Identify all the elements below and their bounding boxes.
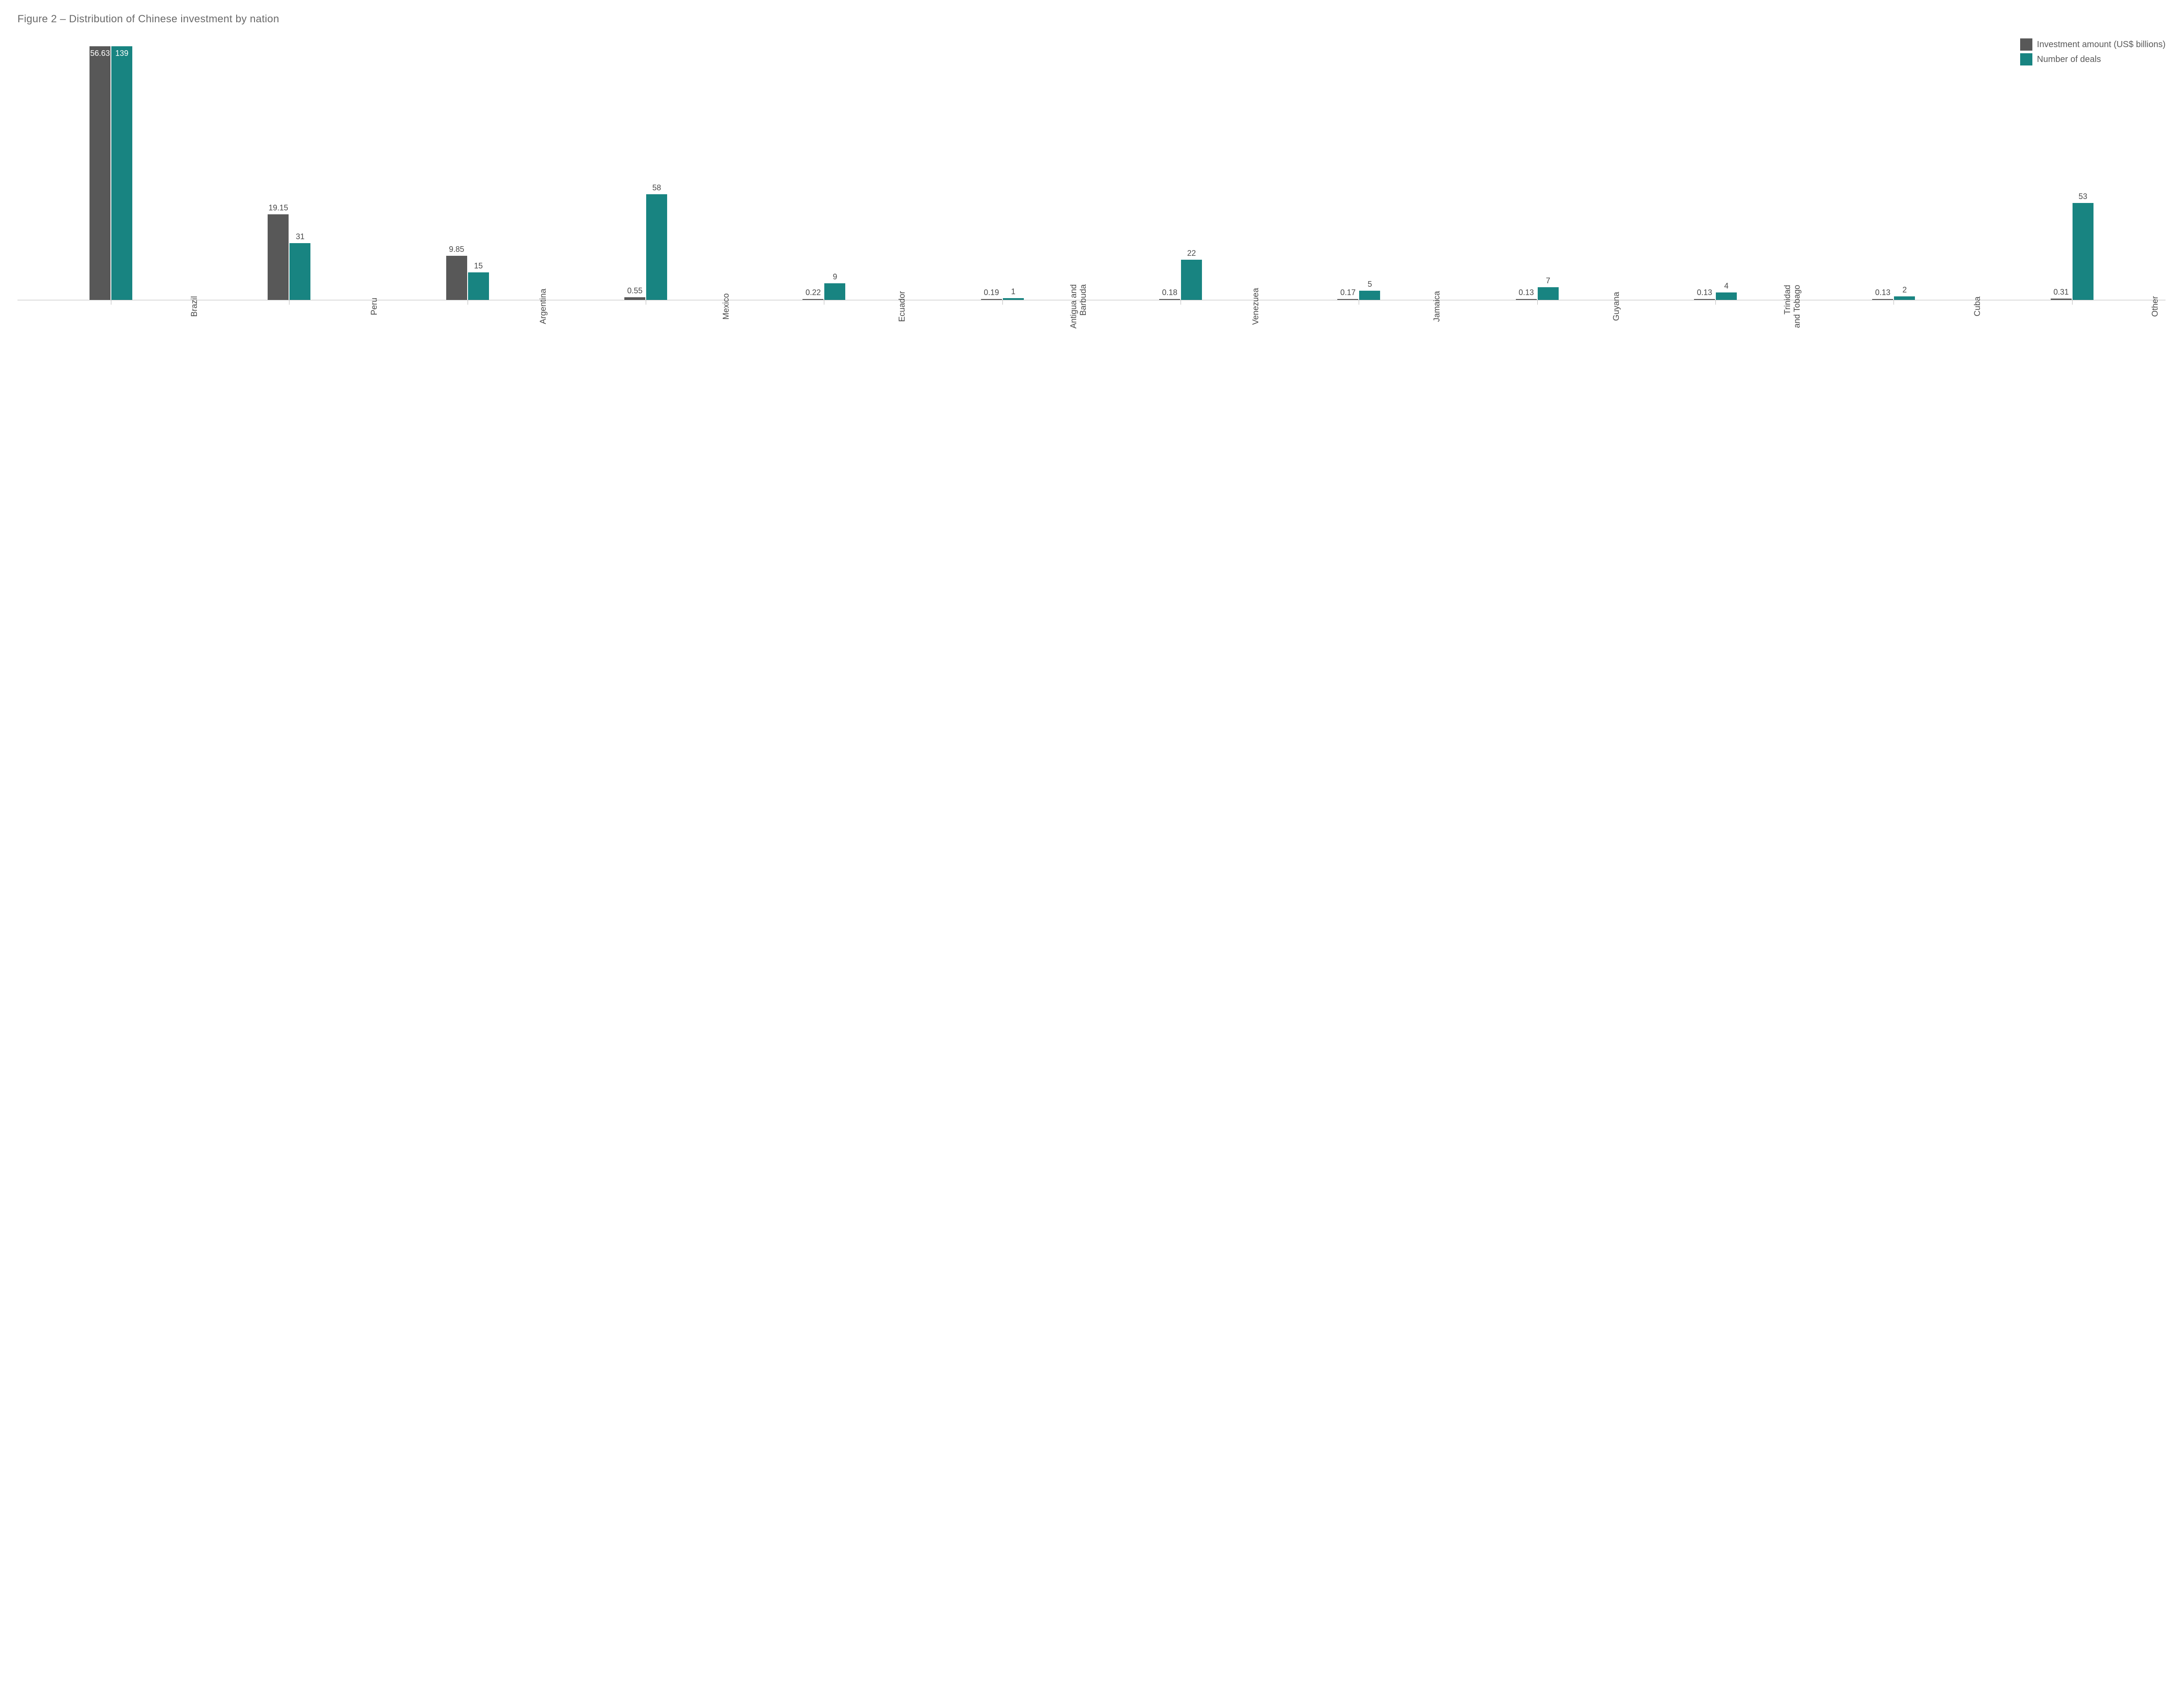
bar-deals: 139	[111, 46, 132, 300]
bar-value-label: 7	[1546, 276, 1550, 287]
chart-container: Investment amount (US$ billions)Number o…	[17, 38, 2166, 398]
bar-investment: 0.13	[1694, 299, 1715, 300]
bar-investment: 9.85	[446, 256, 467, 300]
bar-value-label: 0.19	[984, 288, 999, 299]
bar-investment: 56.63	[90, 46, 110, 300]
chart-title: Figure 2 – Distribution of Chinese inves…	[17, 13, 2166, 25]
bar-group: 0.1822	[1092, 38, 1270, 300]
x-tick: Other	[1983, 305, 2161, 324]
bar-investment: 0.13	[1872, 299, 1893, 300]
bar-deals: 9	[824, 283, 845, 300]
x-tick: Antigua andBarbuda	[913, 305, 1092, 324]
bar-deals: 4	[1716, 292, 1737, 300]
bar-deals: 53	[2073, 203, 2093, 300]
bar-investment: 0.13	[1516, 299, 1537, 300]
x-tick-label: Antigua andBarbuda	[1069, 284, 1088, 328]
x-tick-label: Venezuea	[1251, 288, 1261, 325]
x-tick-mark	[1002, 300, 1003, 305]
bar-investment: 0.19	[981, 299, 1002, 300]
x-tick: Trinidadand Tobago	[1626, 305, 1804, 324]
bar-deals: 58	[646, 194, 667, 300]
bar-value-label: 9	[833, 272, 837, 283]
bar-investment: 0.22	[802, 299, 823, 300]
bar-value-label: 0.22	[806, 288, 821, 299]
bar-group: 19.1531	[200, 38, 378, 300]
bar-group: 0.132	[1804, 38, 1983, 300]
x-tick-mark	[2072, 300, 2073, 305]
bar-value-label: 1	[1011, 287, 1016, 298]
bar-value-label: 9.85	[449, 245, 464, 256]
plot-area: 56.6313919.15319.85150.55580.2290.1910.1…	[17, 38, 2166, 300]
bar-value-label: 19.15	[269, 203, 288, 214]
bar-value-label: 0.18	[1162, 288, 1178, 299]
x-tick: Mexico	[557, 305, 735, 324]
x-tick-mark	[1537, 300, 1538, 305]
bar-group: 0.3153	[1983, 38, 2161, 300]
bar-value-label: 4	[1724, 282, 1728, 292]
x-tick-label: Argentina	[539, 289, 548, 324]
bar-value-label: 5	[1367, 280, 1372, 291]
bar-deals: 31	[289, 243, 310, 300]
bar-deals: 2	[1894, 296, 1915, 300]
x-axis: BrazilPeruArgentinaMexicoEcuadorAntigua …	[17, 300, 2166, 324]
x-tick-label: Guyana	[1612, 292, 1622, 321]
bar-value-label: 0.13	[1697, 288, 1712, 299]
bar-group: 0.191	[913, 38, 1092, 300]
bar-value-label: 22	[1187, 249, 1196, 260]
bar-investment: 0.55	[624, 297, 645, 300]
x-tick-label: Trinidadand Tobago	[1783, 285, 1802, 328]
x-tick: Cuba	[1804, 305, 1983, 324]
bar-group: 0.134	[1626, 38, 1804, 300]
bar-investment: 0.17	[1337, 299, 1358, 300]
x-tick: Argentina	[379, 305, 557, 324]
x-tick: Guyana	[1448, 305, 1626, 324]
bar-group: 0.229	[735, 38, 913, 300]
bar-value-label: 0.17	[1340, 288, 1356, 299]
bar-value-label: 53	[2079, 192, 2087, 203]
x-tick-label: Ecuador	[898, 291, 907, 322]
x-tick: Ecuador	[735, 305, 913, 324]
bar-value-label: 56.63	[90, 49, 110, 60]
bar-investment: 0.18	[1159, 299, 1180, 300]
x-tick: Venezuea	[1092, 305, 1270, 324]
bar-value-label: 31	[296, 232, 304, 243]
bar-deals: 15	[468, 272, 489, 300]
x-tick-label: Other	[2151, 296, 2160, 317]
bar-group: 56.63 139	[22, 38, 200, 300]
bar-group: 0.137	[1448, 38, 1626, 300]
bar-value-label: 0.31	[2053, 288, 2069, 299]
bar-value-label: 139	[115, 49, 128, 60]
x-tick-label: Peru	[370, 298, 379, 315]
bar-group: 9.8515	[379, 38, 557, 300]
x-tick-label: Mexico	[722, 293, 731, 320]
x-tick: Jamaica	[1270, 305, 1448, 324]
bar-deals: 22	[1181, 260, 1202, 300]
bar-group: 0.5558	[557, 38, 735, 300]
bar-value-label: 2	[1902, 285, 1907, 296]
bar-investment: 19.15	[268, 214, 289, 300]
bar-deals: 1	[1003, 298, 1024, 300]
x-tick: Brazil	[22, 305, 200, 324]
bar-investment: 0.31	[2051, 299, 2072, 300]
bar-group: 0.175	[1270, 38, 1448, 300]
bar-value-label: 0.55	[627, 286, 643, 297]
bar-value-label: 0.13	[1875, 288, 1890, 299]
x-tick-label: Jamaica	[1432, 291, 1442, 322]
x-tick-mark	[1715, 300, 1716, 305]
x-tick: Peru	[200, 305, 378, 324]
bar-value-label: 58	[652, 183, 661, 194]
bar-value-label: 0.13	[1518, 288, 1534, 299]
x-tick-label: Brazil	[190, 296, 200, 317]
bar-deals: 5	[1359, 291, 1380, 300]
bar-value-label: 15	[474, 261, 483, 272]
bar-deals: 7	[1538, 287, 1559, 300]
x-tick-label: Cuba	[1973, 296, 1983, 316]
